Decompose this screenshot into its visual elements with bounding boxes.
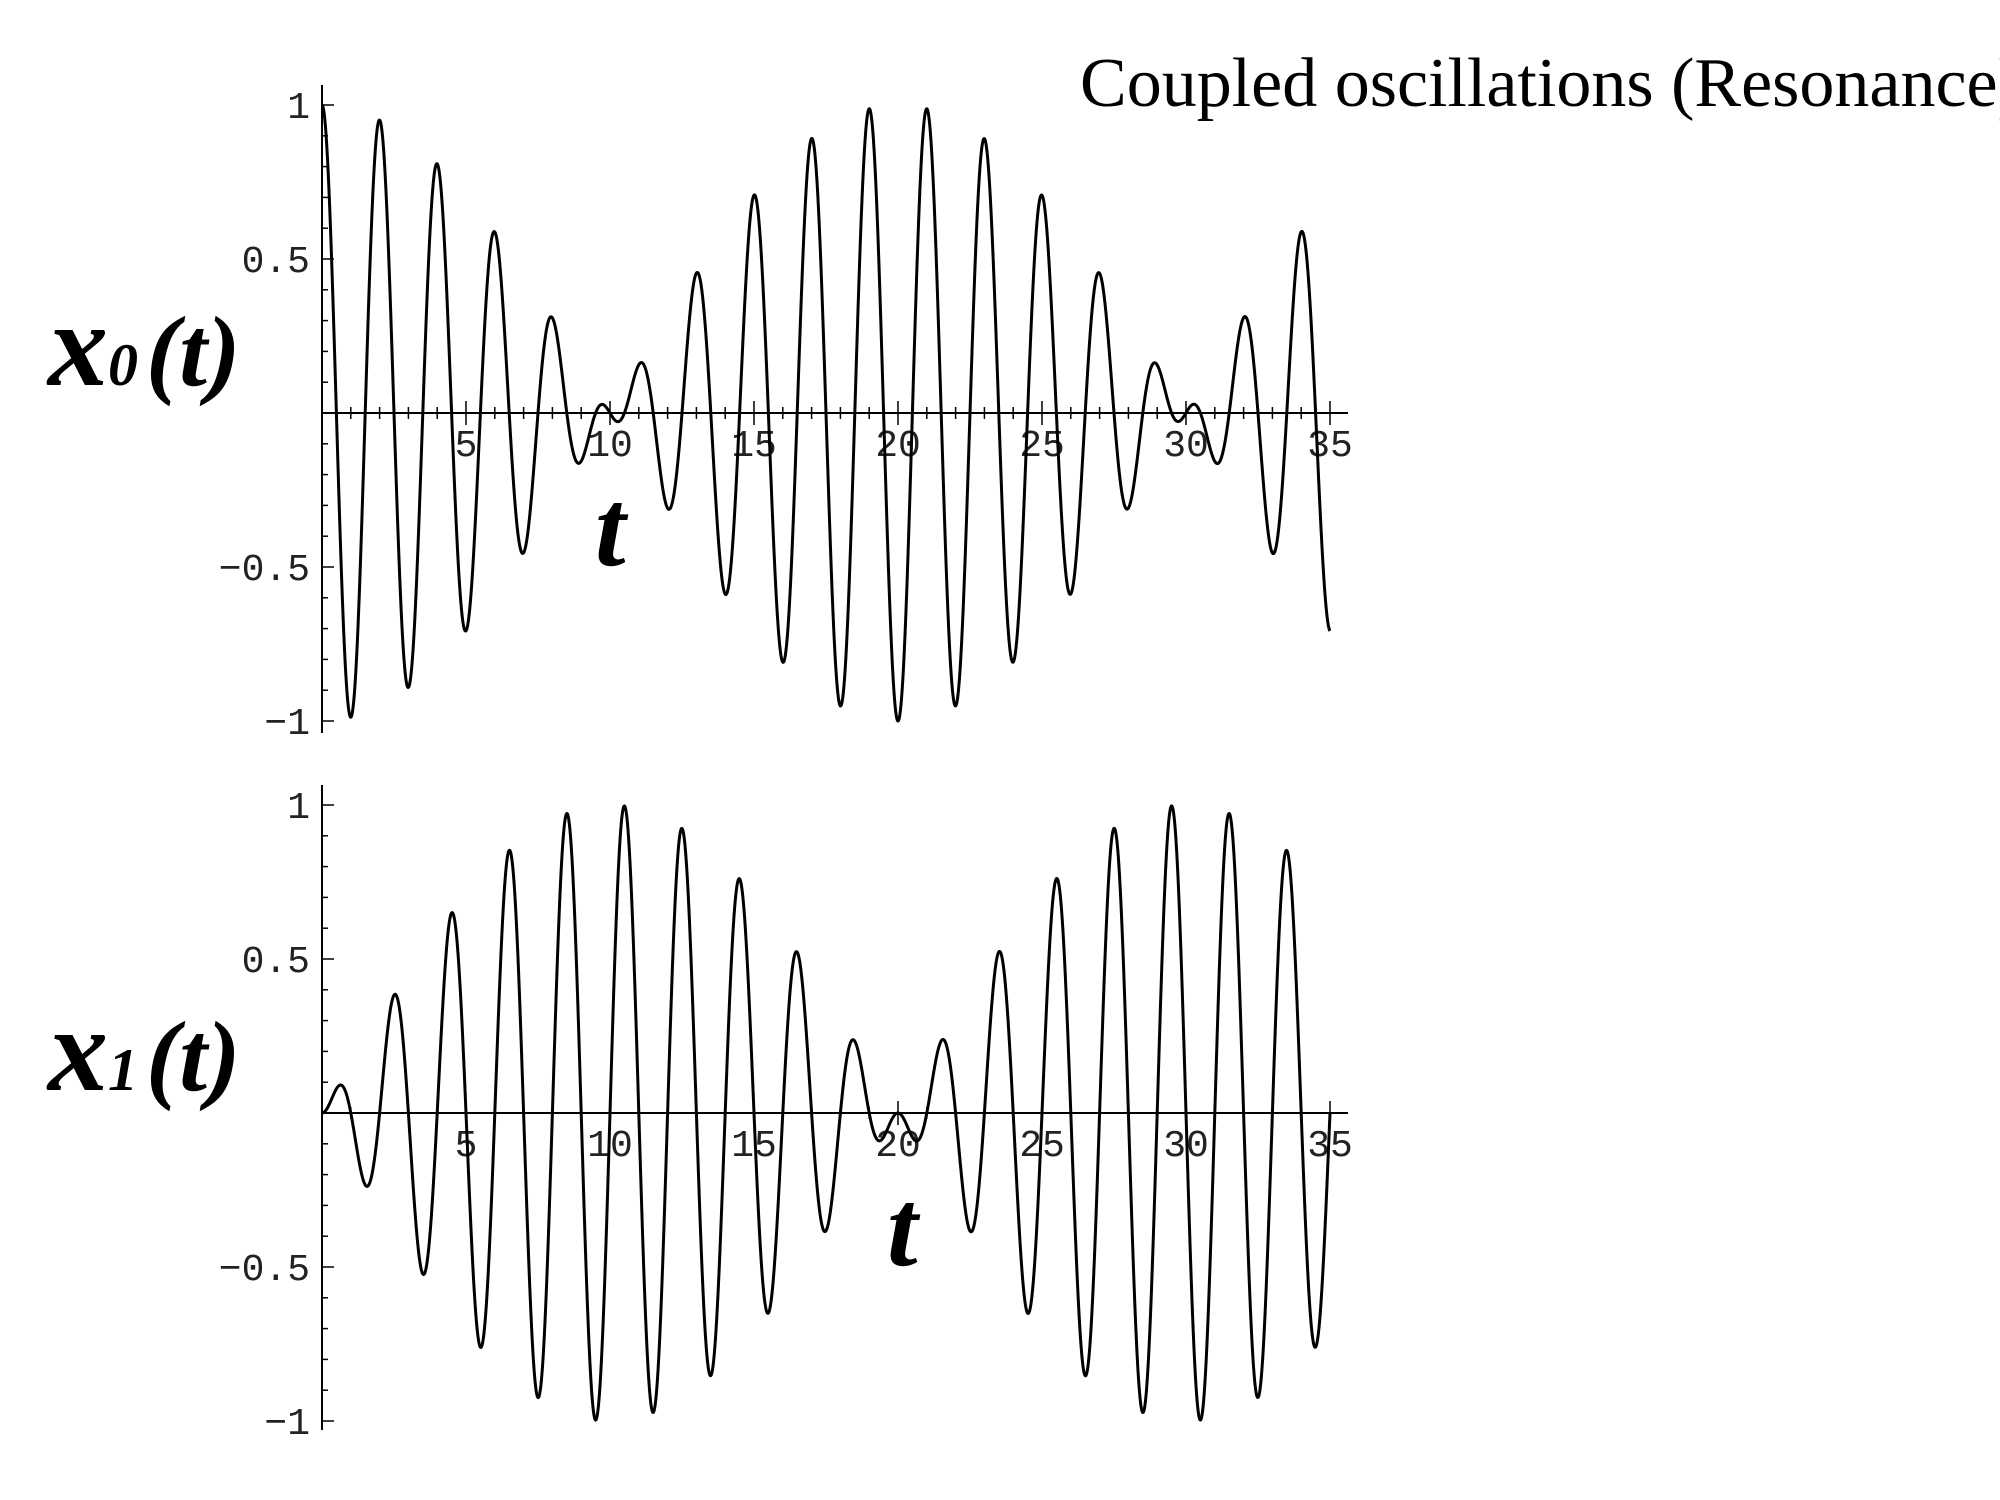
y-label-sub: 1 xyxy=(108,1037,138,1103)
y-tick-label: 0.5 xyxy=(242,941,310,984)
x-tick-label: 5 xyxy=(455,425,478,468)
x-tick-label: 35 xyxy=(1307,425,1353,468)
y-tick-label: 1 xyxy=(287,787,310,830)
y-tick-label: 0.5 xyxy=(242,241,310,284)
y-axis-label: x1(t) xyxy=(46,983,240,1116)
y-tick-label: −0.5 xyxy=(219,549,310,592)
y-tick-label: −1 xyxy=(264,703,310,746)
y-tick-label: −0.5 xyxy=(219,1249,310,1292)
x-tick-label: 20 xyxy=(875,425,921,468)
series-line-0 xyxy=(320,103,1332,723)
x-tick-label: 30 xyxy=(1163,425,1209,468)
x-axis-label: t xyxy=(887,1167,921,1289)
y-label-arg: (t) xyxy=(146,1001,240,1112)
x-tick-label: 10 xyxy=(587,425,633,468)
y-label-sub: 0 xyxy=(108,332,138,398)
figure-title: Coupled oscillations (Resonance) xyxy=(1080,45,2000,122)
y-label-main: x xyxy=(46,983,108,1116)
y-label-main: x xyxy=(46,278,108,411)
y-tick-label: 1 xyxy=(287,87,310,130)
y-axis-label: x0(t) xyxy=(46,278,240,411)
x-axis-label: t xyxy=(595,467,629,589)
x-tick-label: 20 xyxy=(875,1125,921,1168)
y-label-arg: (t) xyxy=(146,296,240,407)
y-tick-label: −1 xyxy=(264,1403,310,1446)
series-line-0 xyxy=(320,804,1332,1422)
